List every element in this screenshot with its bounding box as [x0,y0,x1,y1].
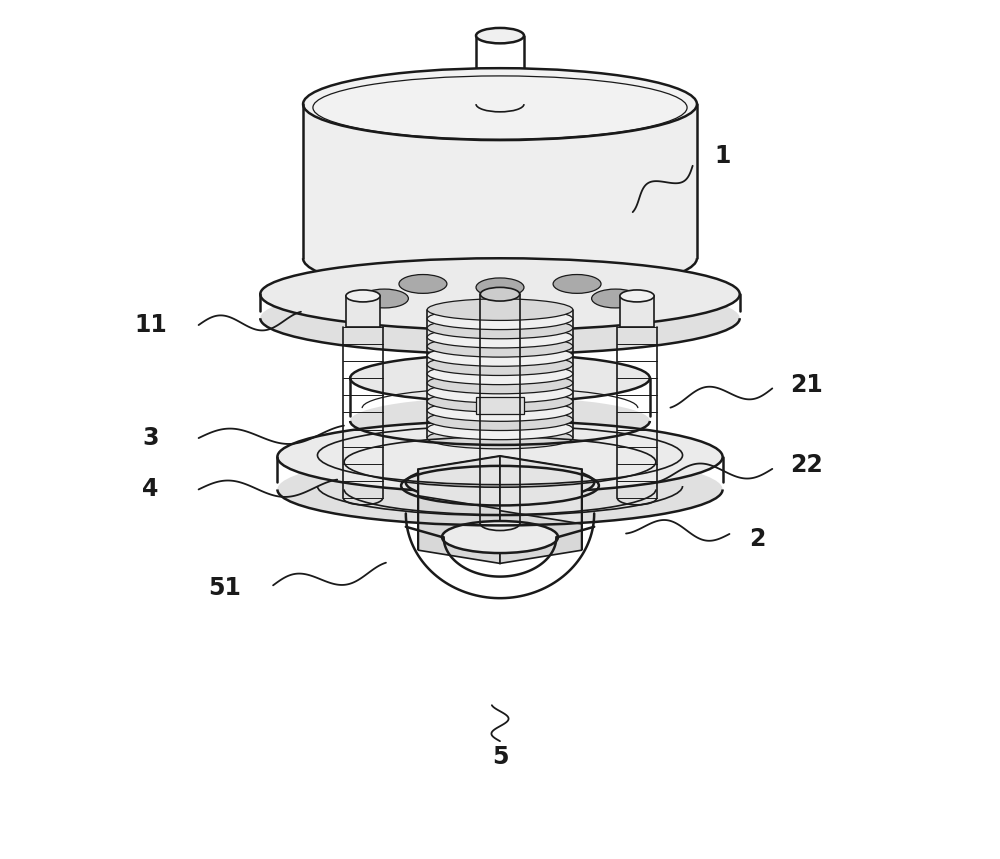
Text: 1: 1 [714,143,731,168]
Ellipse shape [350,397,650,445]
Ellipse shape [260,283,740,354]
Ellipse shape [427,381,573,403]
Polygon shape [500,456,582,524]
Text: 3: 3 [142,426,159,450]
Polygon shape [303,68,697,294]
Ellipse shape [427,317,573,338]
Ellipse shape [360,289,408,308]
Ellipse shape [427,336,573,357]
Ellipse shape [277,421,723,493]
Ellipse shape [303,68,697,140]
Polygon shape [346,296,380,326]
Ellipse shape [427,399,573,421]
Text: 51: 51 [208,576,241,600]
Polygon shape [620,296,654,326]
Text: 22: 22 [790,454,823,478]
Ellipse shape [427,344,573,366]
Ellipse shape [442,521,558,553]
Ellipse shape [480,288,520,301]
Ellipse shape [427,308,573,330]
Ellipse shape [427,427,573,449]
Ellipse shape [427,409,573,430]
Ellipse shape [427,354,573,375]
Ellipse shape [427,372,573,393]
Ellipse shape [620,290,654,302]
Ellipse shape [260,259,740,330]
Ellipse shape [350,354,650,402]
Ellipse shape [406,464,594,502]
Text: 4: 4 [142,478,159,502]
Text: 21: 21 [790,373,823,397]
Text: 11: 11 [134,313,167,337]
Ellipse shape [427,391,573,412]
Ellipse shape [476,28,524,43]
Polygon shape [418,496,500,564]
Ellipse shape [427,326,573,348]
Ellipse shape [277,454,723,526]
Ellipse shape [553,275,601,294]
Text: 2: 2 [749,527,765,551]
Polygon shape [418,456,582,509]
Polygon shape [500,496,582,564]
Polygon shape [418,456,500,524]
Polygon shape [476,398,524,414]
Ellipse shape [427,418,573,440]
Ellipse shape [399,275,447,294]
Ellipse shape [427,363,573,385]
Ellipse shape [346,290,380,302]
Ellipse shape [476,278,524,297]
Text: 5: 5 [492,745,508,769]
Ellipse shape [427,299,573,320]
Ellipse shape [592,289,640,308]
